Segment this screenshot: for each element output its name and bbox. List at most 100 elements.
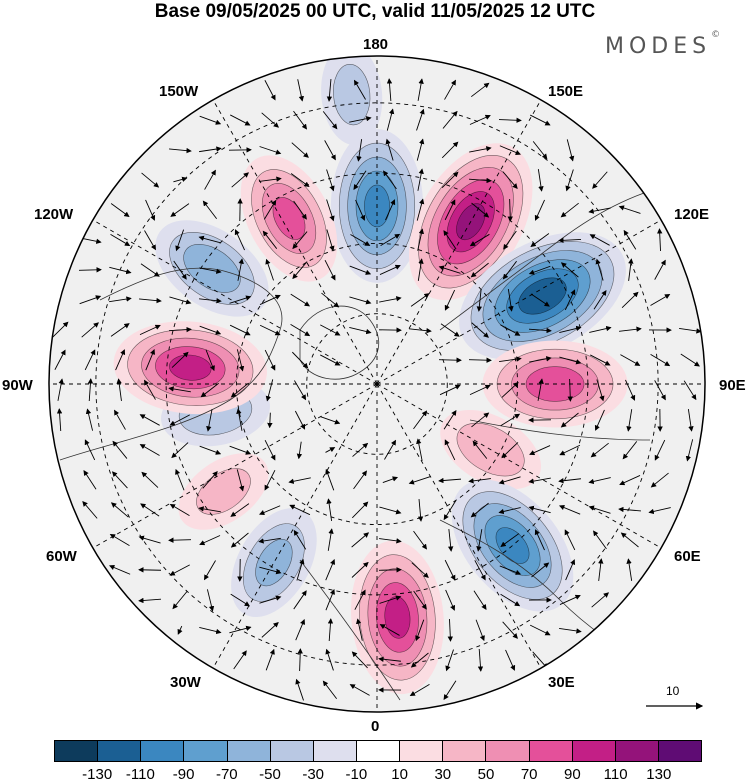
wind-vector [650, 472, 669, 488]
lon-label-90w: 90W [2, 377, 33, 394]
wind-vector [650, 294, 671, 306]
wind-vector [560, 262, 579, 278]
wind-vector [264, 349, 276, 371]
wind-vector [293, 590, 307, 610]
colorbar-tick-label: -30 [302, 766, 325, 783]
wind-vector [416, 198, 425, 221]
colorbar-swatch [98, 741, 142, 761]
wind-vector [230, 593, 251, 607]
wind-vector [198, 235, 221, 244]
wind-vector [416, 108, 425, 131]
wind-vector [322, 680, 338, 700]
wind-vector [409, 684, 430, 697]
wind-vector [528, 265, 551, 275]
wind-vector [416, 138, 425, 161]
wind-vector [231, 172, 250, 188]
wind-vector [529, 624, 551, 636]
wind-vector [261, 622, 279, 638]
lon-label-90e: 90E [719, 377, 746, 394]
wind-vector [115, 349, 126, 371]
wind-vector [447, 529, 454, 552]
wind-vector [588, 207, 611, 214]
meridian-line [376, 383, 542, 669]
wind-vector [567, 378, 573, 402]
wind-vector [379, 595, 402, 604]
wind-vector [441, 141, 459, 159]
wind-vector [620, 354, 641, 366]
wind-vector [170, 203, 190, 217]
wind-vector [417, 228, 425, 251]
wind-vector [264, 80, 276, 101]
wind-vector [623, 229, 637, 250]
wind-vector [169, 414, 190, 426]
wind-vector [683, 380, 697, 401]
wind-vector [566, 139, 575, 162]
reference-vector-label: 10 [666, 684, 680, 698]
wind-vector [590, 442, 609, 458]
wind-vector [468, 478, 491, 484]
wind-vector [353, 79, 366, 100]
wind-vector [145, 199, 156, 221]
wind-vector [109, 266, 132, 275]
wind-vector [236, 408, 243, 431]
wind-vector [507, 198, 513, 222]
wind-vector [417, 258, 424, 281]
wind-vector [628, 258, 634, 281]
wind-vector [326, 169, 335, 192]
wind-vector [560, 202, 579, 218]
wind-vector [321, 292, 340, 308]
wind-vector [378, 567, 402, 573]
wind-vector [680, 353, 700, 367]
wind-vector [141, 172, 160, 188]
wind-vector [116, 378, 122, 401]
wind-vector [139, 444, 160, 456]
wind-vector [500, 593, 521, 607]
wind-vector [297, 79, 304, 102]
wind-vector [230, 114, 251, 126]
colorbar-swatch [529, 741, 573, 761]
wind-vector [291, 351, 309, 369]
wind-vector [291, 142, 309, 158]
wind-vector [619, 326, 642, 332]
anomaly-center [459, 232, 626, 360]
wind-vector [534, 529, 545, 551]
wind-vector [289, 504, 311, 516]
wind-vector [413, 590, 427, 610]
colorbar-tick-label: -50 [259, 766, 281, 783]
wind-vector [138, 567, 162, 573]
wind-vector [229, 324, 251, 336]
wind-vector [558, 505, 581, 515]
wind-vector [206, 409, 213, 432]
wind-vector [476, 529, 483, 552]
wind-vector [378, 656, 401, 662]
wind-vector [588, 477, 611, 485]
wind-vector [324, 259, 336, 281]
wind-vector [502, 260, 517, 280]
wind-vector [441, 171, 459, 189]
wind-vector [410, 293, 430, 307]
wind-vector [565, 559, 576, 581]
wind-vector [200, 382, 219, 398]
wind-vector [263, 199, 277, 220]
wind-vector [564, 289, 576, 311]
wind-vector [528, 505, 551, 514]
wind-vector [468, 357, 492, 363]
wind-vector [206, 589, 215, 612]
wind-vector [559, 325, 582, 334]
wind-vector [498, 117, 522, 123]
wind-vector [468, 177, 492, 184]
colorbar-swatch [443, 741, 487, 761]
wind-vector [470, 262, 489, 278]
wind-vector [530, 293, 550, 307]
wind-vector [326, 229, 335, 252]
wind-vector [109, 564, 131, 575]
wind-vector [444, 199, 456, 221]
anomaly-center [113, 321, 267, 415]
wind-vector [295, 678, 304, 701]
wind-vector [532, 141, 548, 160]
wind-vector [443, 500, 457, 521]
wind-vector [593, 290, 607, 310]
wind-vector [292, 231, 308, 250]
wind-vector [470, 502, 489, 518]
lon-label-180: 180 [363, 36, 389, 53]
